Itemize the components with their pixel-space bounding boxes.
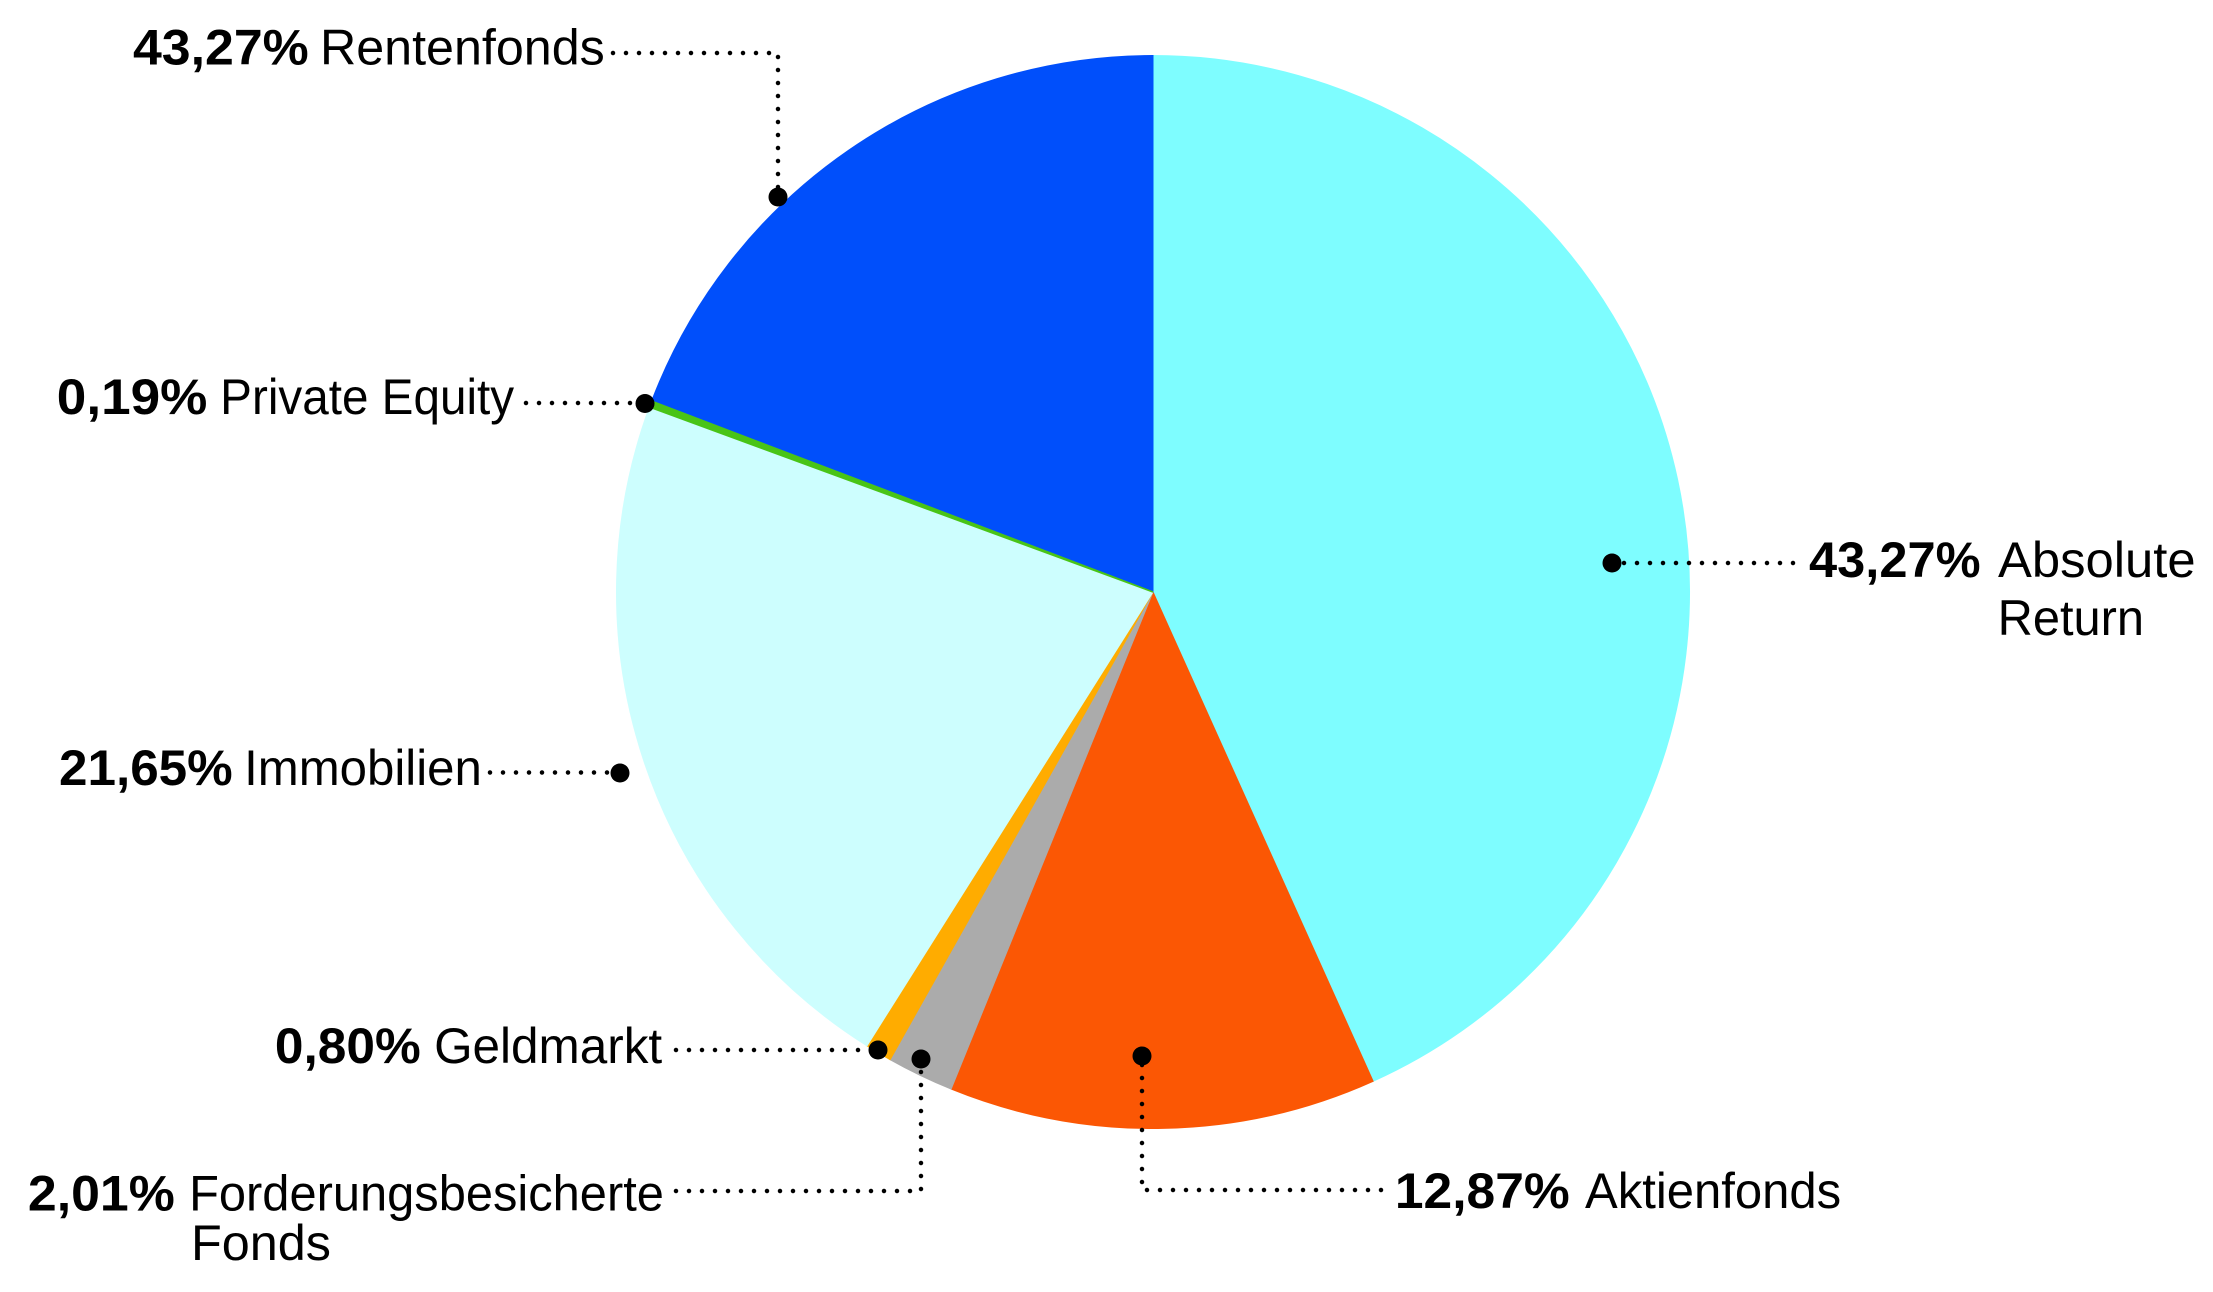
svg-text:Aktienfonds: Aktienfonds [1585,1163,1841,1219]
svg-text:Rentenfonds: Rentenfonds [320,20,605,76]
svg-text:0,19%: 0,19% [57,369,208,425]
svg-text:21,65%: 21,65% [59,740,233,796]
svg-text:Fonds: Fonds [191,1215,331,1271]
svg-text:Private Equity: Private Equity [220,370,514,425]
svg-text:Return: Return [1998,590,2144,646]
svg-text:Absolute: Absolute [1998,532,2196,588]
svg-text:Forderungsbesicherte: Forderungsbesicherte [189,1166,664,1222]
svg-text:43,27%: 43,27% [133,20,309,76]
svg-text:0,80%: 0,80% [275,1018,421,1074]
svg-text:Immobilien: Immobilien [244,740,482,796]
svg-text:43,27%: 43,27% [1809,532,1981,588]
svg-text:Geldmarkt: Geldmarkt [434,1018,662,1074]
svg-text:2,01%: 2,01% [28,1166,175,1222]
svg-text:12,87%: 12,87% [1395,1163,1570,1219]
